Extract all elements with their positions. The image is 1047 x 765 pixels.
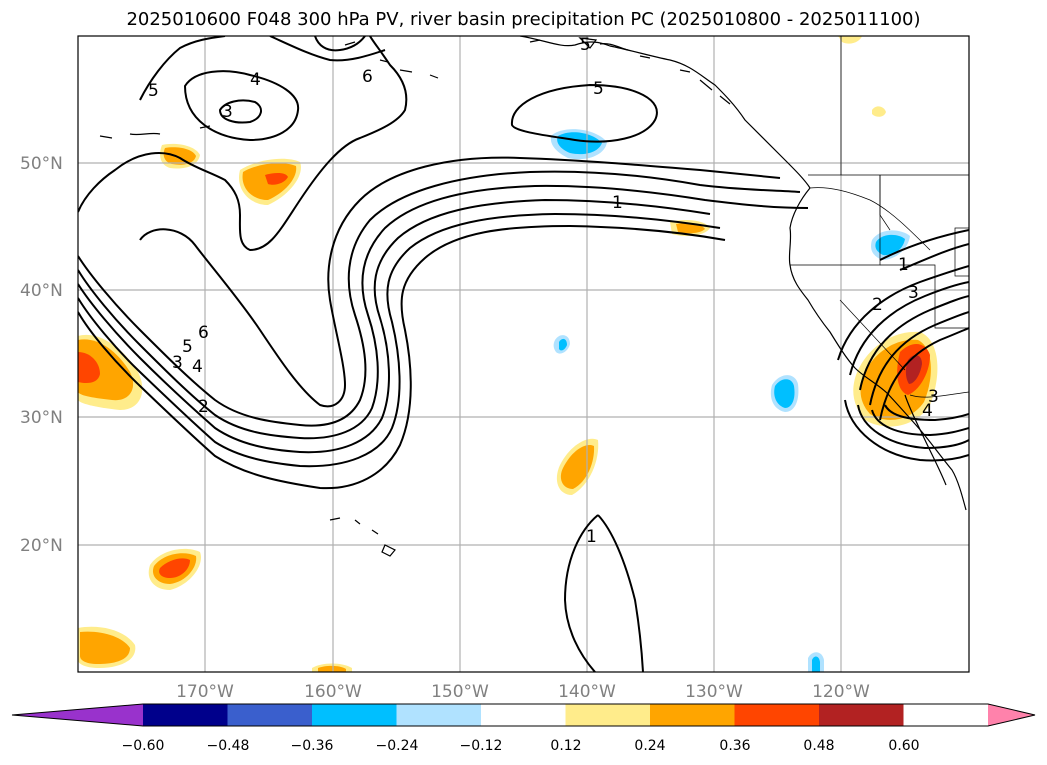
coastlines — [99, 36, 967, 557]
contour-label: 6 — [198, 323, 209, 343]
lon-label: 130°W — [685, 682, 743, 702]
colorbar — [11, 703, 1036, 727]
map-panel: 5 4 3 6 5 5 1 5 4 3 2 6 1 1 3 2 3 4 — [78, 35, 969, 672]
colorbar-ticks: −0.60 −0.48 −0.36 −0.24 −0.12 0.12 0.24 … — [122, 738, 920, 754]
lon-label: 120°W — [812, 682, 870, 702]
lat-label: 30°N — [20, 408, 63, 428]
colorbar-segment — [396, 704, 481, 726]
colorbar-segment — [650, 704, 735, 726]
political-borders — [790, 36, 969, 398]
colorbar-segment — [734, 704, 819, 726]
contour-label: 3 — [908, 283, 919, 303]
contour-label: 4 — [250, 70, 261, 90]
colorbar-tick: −0.48 — [207, 738, 250, 754]
contour-label: 2 — [198, 397, 209, 417]
contour-labels: 5 4 3 6 5 5 1 5 4 3 2 6 1 1 3 2 3 4 — [148, 35, 939, 547]
lon-label: 170°W — [176, 682, 234, 702]
contour-label: 5 — [148, 81, 159, 101]
lon-label: 150°W — [431, 682, 489, 702]
contour-label: 3 — [222, 102, 233, 122]
contour-label: 1 — [586, 527, 597, 547]
contour-label: 6 — [362, 67, 373, 87]
colorbar-tick: −0.36 — [291, 738, 334, 754]
colorbar-tick: −0.24 — [376, 738, 419, 754]
contour-label: 5 — [182, 337, 193, 357]
contour-label: 5 — [580, 35, 591, 55]
map-frame — [77, 35, 970, 673]
lon-label: 160°W — [304, 682, 362, 702]
contour-label: 4 — [192, 357, 203, 377]
colorbar-segment — [143, 704, 228, 726]
contour-label: 1 — [898, 255, 909, 275]
contour-label: 3 — [928, 387, 939, 407]
contour-label: 2 — [872, 295, 883, 315]
colorbar-segment — [819, 704, 904, 726]
pv-contours — [78, 36, 969, 672]
colorbar-segment — [481, 704, 566, 726]
contour-label: 3 — [172, 353, 183, 373]
colorbar-extend-right — [988, 704, 1035, 726]
contour-label: 1 — [612, 193, 623, 213]
lat-label: 20°N — [20, 536, 63, 556]
colorbar-tick: 0.48 — [803, 738, 834, 754]
map-title: 2025010600 F048 300 hPa PV, river basin … — [126, 9, 921, 30]
colorbar-tick: −0.60 — [122, 738, 165, 754]
longitude-labels: 170°W 160°W 150°W 140°W 130°W 120°W — [176, 682, 870, 702]
colorbar-tick: 0.60 — [888, 738, 919, 754]
colorbar-segment — [312, 704, 397, 726]
colorbar-segment — [565, 704, 650, 726]
colorbar-outline — [11, 703, 1036, 727]
colorbar-tick: 0.36 — [719, 738, 750, 754]
colorbar-tick: 0.24 — [634, 738, 665, 754]
lat-label: 50°N — [20, 154, 63, 174]
contour-label: 4 — [922, 401, 933, 421]
contour-label: 5 — [593, 79, 604, 99]
colorbar-tick: −0.12 — [460, 738, 503, 754]
latitude-labels: 50°N 40°N 30°N 20°N — [20, 154, 63, 556]
lon-label: 140°W — [558, 682, 616, 702]
colorbar-segment — [227, 704, 312, 726]
colorbar-tick: 0.12 — [550, 738, 581, 754]
lat-label: 40°N — [20, 281, 63, 301]
colorbar-extend-left — [12, 704, 143, 726]
